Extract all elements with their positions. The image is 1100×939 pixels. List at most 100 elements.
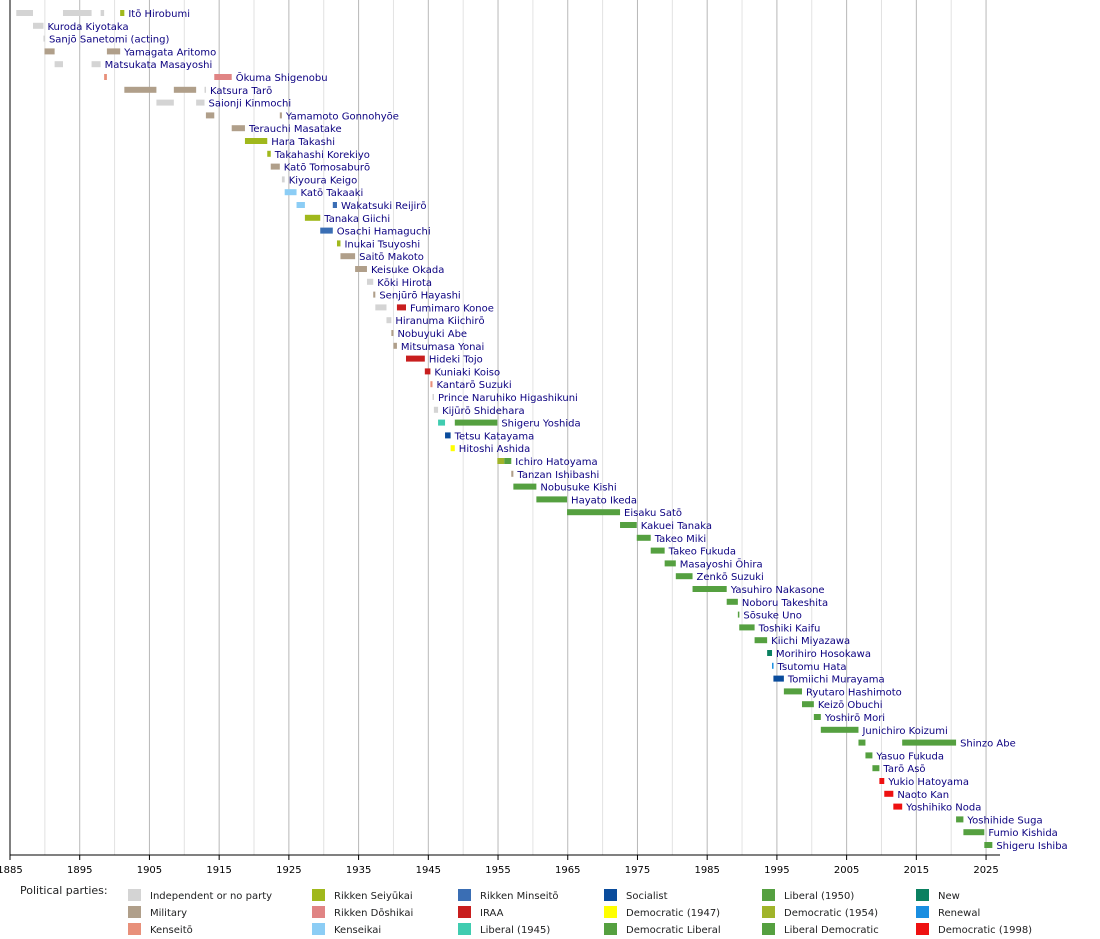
pm-name: Mitsumasa Yonai — [401, 342, 484, 353]
term-bar — [454, 419, 498, 426]
pm-name: Hitoshi Ashida — [459, 444, 530, 455]
term-bar — [332, 202, 337, 208]
term-bar — [767, 650, 773, 656]
pm-name: Kijūrō Shidehara — [442, 406, 525, 417]
term-bar — [450, 445, 455, 452]
term-bar — [91, 61, 101, 68]
term-bar — [336, 240, 341, 247]
term-bar — [872, 765, 880, 772]
x-tick-label: 1895 — [67, 865, 92, 876]
pm-name: Kakuei Tanaka — [641, 521, 712, 532]
pm-name: Saionji Kinmochi — [209, 99, 292, 110]
pm-name: Kuniaki Koiso — [434, 367, 500, 378]
term-bar — [196, 99, 205, 106]
term-bar — [902, 739, 957, 746]
term-bar — [44, 48, 55, 55]
pm-name: Hiranuma Kiichirō — [395, 316, 484, 327]
term-bar — [513, 483, 537, 490]
pm-name: Ichiro Hatoyama — [515, 457, 597, 468]
legend-swatch — [916, 923, 929, 935]
term-bar — [267, 150, 271, 157]
term-bar — [100, 10, 105, 16]
term-bar — [438, 419, 446, 426]
pm-name: Osachi Hamaguchi — [337, 227, 431, 238]
term-bar — [279, 112, 282, 119]
pm-name: Katsura Tarō — [210, 86, 272, 97]
term-bar — [156, 99, 174, 106]
legend-swatch — [128, 889, 141, 901]
legend-swatch — [458, 889, 471, 901]
pm-name: Eisaku Satō — [624, 508, 682, 519]
legend-swatch — [604, 923, 617, 935]
pm-name: Nobuyuki Abe — [397, 329, 467, 340]
term-bar — [244, 138, 268, 144]
term-bar — [984, 842, 993, 848]
pm-name: Tarō Asō — [882, 764, 925, 775]
term-bar — [737, 611, 740, 618]
term-bar — [120, 10, 125, 16]
term-bar — [284, 189, 297, 196]
legend-title: Political parties: — [20, 884, 108, 897]
pm-name: Tsutomu Hata — [777, 662, 847, 673]
term-bar — [366, 278, 374, 285]
pm-name: Sanjō Sanetomi (acting) — [49, 35, 170, 46]
pm-name: Tetsu Katayama — [454, 431, 535, 442]
term-bar — [858, 739, 866, 746]
legend-label: Military — [150, 908, 187, 919]
legend-label: Kenseikai — [334, 925, 381, 935]
pm-name: Wakatsuki Reijirō — [341, 201, 427, 212]
pm-name: Yamagata Aritomo — [123, 47, 216, 58]
pm-name: Yoshihiko Noda — [905, 803, 981, 814]
legend-swatch — [128, 923, 141, 935]
term-bar — [393, 342, 397, 349]
pm-name: Itō Hirobumi — [128, 9, 190, 20]
term-bar — [739, 624, 755, 631]
pm-name: Tanzan Ishibashi — [516, 470, 599, 481]
term-bar — [813, 714, 821, 720]
pm-name: Matsukata Masayoshi — [105, 60, 213, 71]
x-tick-label: 1935 — [346, 865, 371, 876]
legend-swatch — [762, 889, 775, 901]
pm-name: Katō Tomosaburō — [284, 163, 370, 174]
pm-name: Yoshirō Mori — [824, 713, 885, 724]
term-bar — [773, 675, 784, 682]
term-bar — [433, 406, 439, 413]
term-bar — [281, 176, 285, 183]
pm-name: Takahashi Korekiyo — [274, 150, 370, 161]
x-tick-label: 2025 — [973, 865, 998, 876]
legend-label: IRAA — [480, 908, 504, 919]
term-bar — [754, 637, 768, 644]
term-bar — [664, 560, 676, 567]
pm-name: Kiichi Miyazawa — [771, 636, 850, 647]
pm-name: Junichiro Koizumi — [861, 726, 947, 737]
pm-name: Hayato Ikeda — [571, 495, 637, 506]
pm-name: Yamamoto Gonnohyōe — [285, 111, 399, 122]
term-bar — [296, 202, 305, 208]
legend-swatch — [312, 889, 325, 901]
pm-name: Takeo Fukuda — [668, 547, 736, 558]
pm-name: Tanaka Giichi — [323, 214, 390, 225]
term-bar — [173, 86, 197, 93]
term-bar — [884, 790, 894, 797]
legend-label: New — [938, 891, 960, 902]
term-bar — [424, 368, 431, 375]
pm-name: Sōsuke Uno — [743, 611, 802, 622]
term-bar — [204, 86, 207, 93]
pm-name: Masayoshi Ōhira — [680, 557, 763, 570]
pm-name: Prince Naruhiko Higashikuni — [438, 393, 578, 404]
legend-label: Rikken Minseitō — [480, 891, 559, 902]
pm-name: Kōki Hirota — [377, 278, 432, 289]
term-bar — [43, 35, 45, 42]
term-bar — [391, 330, 394, 336]
pm-name: Yasuo Fukuda — [875, 751, 944, 762]
term-bar — [214, 74, 232, 80]
legend-label: Democratic (1954) — [784, 908, 878, 919]
pm-name: Toshiki Kaifu — [758, 623, 821, 634]
term-bar — [104, 74, 107, 80]
pm-name: Yoshihide Suga — [966, 815, 1042, 826]
x-tick-label: 2015 — [904, 865, 929, 876]
term-bar — [396, 304, 406, 311]
pm-name: Shinzo Abe — [960, 739, 1016, 750]
term-bar — [270, 163, 280, 170]
